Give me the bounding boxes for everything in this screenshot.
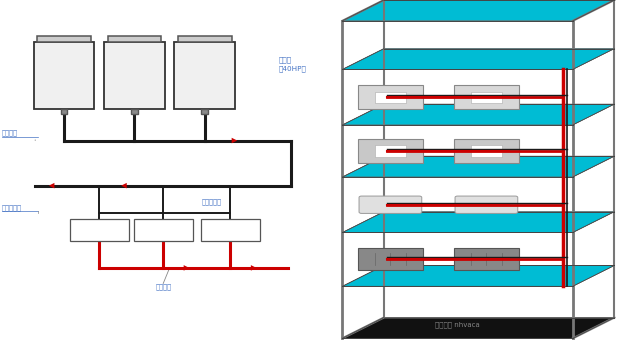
FancyBboxPatch shape (358, 138, 422, 163)
FancyBboxPatch shape (454, 138, 519, 163)
Text: 从机（地址2）: 从机（地址2） (50, 82, 78, 88)
Polygon shape (342, 0, 614, 21)
Text: 主机（地址0）: 主机（地址0） (191, 82, 219, 88)
FancyBboxPatch shape (37, 36, 91, 42)
Text: 冷媒配管: 冷媒配管 (2, 130, 18, 136)
Text: 10HP: 10HP (50, 61, 78, 71)
Bar (61, 109, 67, 114)
Text: 室内机C: 室内机C (221, 227, 239, 234)
Polygon shape (342, 265, 614, 286)
Text: 16HP: 16HP (191, 61, 219, 71)
Bar (471, 92, 502, 103)
FancyBboxPatch shape (454, 85, 519, 110)
FancyBboxPatch shape (454, 248, 519, 271)
Text: 室外机
（40HP）: 室外机 （40HP） (278, 57, 307, 72)
Polygon shape (342, 318, 614, 338)
Polygon shape (342, 49, 614, 69)
FancyBboxPatch shape (358, 85, 422, 110)
Text: 室内机B: 室内机B (154, 227, 172, 234)
Text: 外机分歧管: 外机分歧管 (202, 198, 221, 205)
FancyBboxPatch shape (358, 248, 422, 271)
Bar (131, 109, 138, 114)
FancyBboxPatch shape (178, 36, 232, 42)
FancyBboxPatch shape (108, 36, 161, 42)
Text: 室内机A: 室内机A (90, 227, 108, 234)
Text: 14HP: 14HP (120, 61, 148, 71)
Polygon shape (342, 104, 614, 125)
Bar (471, 145, 502, 156)
FancyBboxPatch shape (34, 42, 95, 109)
Polygon shape (342, 212, 614, 232)
FancyBboxPatch shape (174, 42, 236, 109)
FancyBboxPatch shape (134, 219, 193, 241)
Bar (375, 145, 406, 156)
Text: 从机（地址1）: 从机（地址1） (120, 82, 148, 88)
Text: 冷凝水管: 冷凝水管 (155, 283, 172, 290)
FancyBboxPatch shape (359, 196, 422, 213)
FancyBboxPatch shape (70, 219, 129, 241)
FancyBboxPatch shape (201, 219, 260, 241)
Bar (202, 109, 208, 114)
FancyBboxPatch shape (104, 42, 164, 109)
Bar (375, 92, 406, 103)
FancyBboxPatch shape (455, 196, 518, 213)
Text: 内机分歧管: 内机分歧管 (2, 204, 22, 211)
Polygon shape (342, 156, 614, 177)
Text: 微信号： nhvaca: 微信号： nhvaca (435, 321, 480, 328)
